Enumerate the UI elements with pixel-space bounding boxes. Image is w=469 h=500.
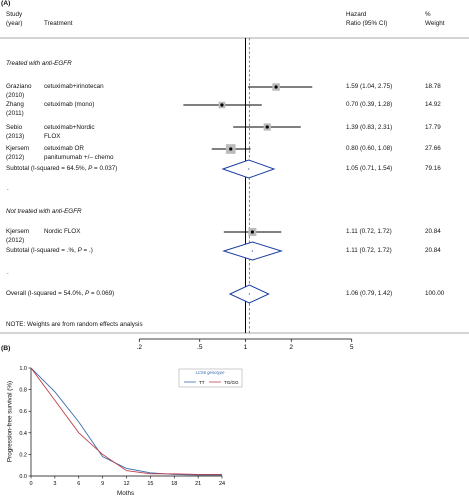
- study-year: (2011): [6, 110, 24, 117]
- study-treatment: cetuximab+irinotecan: [44, 83, 104, 90]
- km-curve-tt: [30, 367, 222, 476]
- study-point: [265, 125, 269, 129]
- study-weight: 18.78: [425, 83, 441, 90]
- subtotal-ci: 1.05 (0.71, 1.54): [346, 165, 393, 172]
- km-x-tick-label: 12: [123, 481, 129, 487]
- study-point: [274, 85, 278, 89]
- panel-a-label: (A): [1, 0, 11, 7]
- study-treatment: cetuximab+Nordic: [44, 124, 95, 131]
- study-weight: 17.79: [425, 124, 441, 131]
- study-weight: 20.84: [425, 228, 441, 235]
- study-year: (2012): [6, 237, 25, 244]
- pooled-center: [251, 250, 253, 252]
- weights-note: NOTE: Weights are from random effects an…: [6, 321, 143, 328]
- group-title-not-treated: Not treated with anti-EGFR: [6, 208, 82, 215]
- subtotal-weight: 79.16: [425, 165, 441, 172]
- forest-x-tick-label: 1: [244, 344, 248, 351]
- km-legend-title: LCS6 genotype: [196, 370, 226, 375]
- study-year: (2012): [6, 154, 25, 161]
- study-treatment: Nordic FLOX: [44, 228, 81, 235]
- forest-x-tick-label: 5: [350, 344, 354, 351]
- km-xlabel: Moths: [117, 490, 135, 497]
- forest-x-tick-label: 2: [289, 344, 293, 351]
- study-name: Sebio: [6, 124, 23, 131]
- study-treatment-cont: panitumumab +/– chemo: [44, 154, 114, 161]
- km-y-tick-label: 0.2: [19, 452, 27, 458]
- km-y-tick-label: 0.8: [19, 388, 27, 394]
- header-hazard: Hazard: [346, 11, 367, 18]
- km-legend-label-tt: TT: [199, 380, 205, 385]
- km-x-tick-label: 0: [29, 481, 32, 487]
- km-x-tick-label: 6: [77, 481, 80, 487]
- panel-b-label: (B): [1, 345, 11, 352]
- km-y-tick-label: 0.4: [19, 431, 27, 437]
- km-x-tick-label: 15: [147, 481, 153, 487]
- km-x-tick-label: 18: [171, 481, 177, 487]
- km-legend-label-tggg: TG/GG: [224, 380, 239, 385]
- header-treatment: Treatment: [44, 20, 73, 27]
- header-weight-pct: %: [425, 11, 431, 18]
- study-weight: 14.92: [425, 101, 441, 108]
- study-point: [250, 230, 254, 234]
- km-x-tick-label: 21: [195, 481, 201, 487]
- km-x-tick-label: 3: [53, 481, 56, 487]
- subtotal-ci: 1.11 (0.72, 1.72): [346, 247, 392, 254]
- km-y-tick-label: 0.6: [19, 409, 27, 415]
- header-weight: Weight: [425, 20, 445, 27]
- forest-x-tick-label: .2: [137, 344, 143, 351]
- study-name: Zhang: [6, 101, 24, 108]
- forest-x-tick-label: .5: [197, 344, 203, 351]
- header-year: (year): [6, 20, 23, 27]
- km-legend-box: [178, 368, 243, 388]
- study-treatment: cetuximab OR: [44, 145, 84, 152]
- study-ci: 1.11 (0.72, 1.72): [346, 228, 392, 235]
- subtotal-label: Subtotal (I-squared = .%, P = .): [6, 247, 93, 254]
- separator-dot: .: [7, 185, 9, 192]
- header-hazard-ci: Ratio (95% CI): [346, 20, 388, 27]
- study-ci: 1.59 (1.04, 2.75): [346, 83, 393, 90]
- forest-plot: .2 .5 1 2 5: [0, 37, 469, 351]
- study-ci: 0.70 (0.39, 1.28): [346, 101, 393, 108]
- subtotal-weight: 20.84: [425, 247, 441, 254]
- study-ci: 1.39 (0.83, 2.31): [346, 124, 393, 131]
- overall-weight: 100.00: [425, 290, 445, 297]
- overall-ci: 1.06 (0.79, 1.42): [346, 290, 393, 297]
- km-y-tick-label: 1.0: [19, 366, 27, 372]
- study-point: [220, 103, 224, 107]
- subtotal-label: Subtotal (I-squared = 64.5%, P = 0.037): [6, 165, 118, 172]
- km-y-tick-label: 0.0: [19, 474, 27, 480]
- pooled-center: [248, 293, 250, 295]
- study-point: [229, 147, 233, 151]
- separator-dot: .: [7, 269, 9, 276]
- study-year: (2010): [6, 92, 25, 99]
- header-study: Study: [6, 11, 23, 18]
- study-treatment-cont: FLOX: [44, 133, 61, 140]
- overall-label: Overall (I-squared = 54.0%, P = 0.069): [6, 290, 115, 297]
- study-name: Kjersem: [6, 228, 30, 235]
- pooled-center: [248, 168, 250, 170]
- study-name: Graziano: [6, 83, 32, 90]
- study-weight: 27.66: [425, 145, 441, 152]
- study-year: (2013): [6, 133, 25, 140]
- km-curve-tggg: [30, 367, 222, 475]
- km-x-tick-label: 9: [101, 481, 104, 487]
- study-ci: 0.80 (0.60, 1.08): [346, 145, 393, 152]
- km-x-tick-label: 24: [219, 481, 225, 487]
- group-title-treated: Treated with anti-EGFR: [6, 60, 72, 67]
- study-treatment: cetuximab (mono): [44, 101, 95, 108]
- study-name: Kjersem: [6, 145, 30, 152]
